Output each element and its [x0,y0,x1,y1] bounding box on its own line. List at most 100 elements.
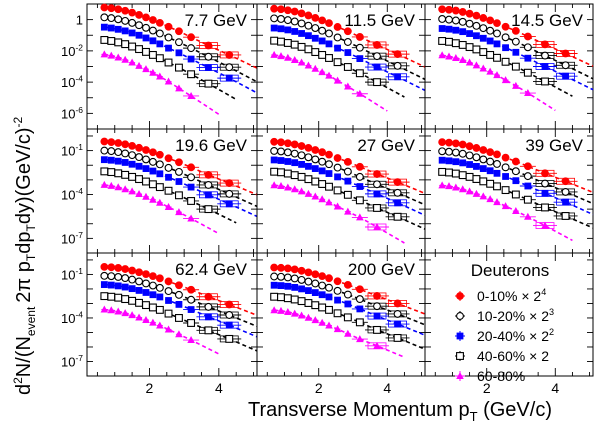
data-point [204,180,213,189]
data-point [472,11,481,20]
data-point [135,190,143,198]
data-point [270,167,279,176]
data-point [541,63,549,70]
series-1 [270,272,426,326]
data-point [493,71,501,79]
data-point [373,312,381,320]
data-point [121,27,129,35]
data-point [501,153,510,162]
series-2 [270,24,426,92]
data-point [204,170,213,179]
data-point [277,272,285,281]
data-point [284,307,292,315]
data-point [164,154,173,163]
panel-energy-label: 11.5 GeV [344,11,415,30]
series-4 [438,181,573,242]
data-point [459,159,467,167]
data-point [445,15,453,24]
data-point [325,71,333,79]
data-point [333,309,342,318]
data-point [298,30,305,37]
data-point [277,282,285,289]
data-point [486,167,494,175]
data-point [187,163,195,172]
data-point [311,165,319,172]
data-point [283,273,292,282]
data-point [277,293,285,302]
data-point [175,281,183,290]
data-point [356,213,364,221]
data-point [155,283,164,292]
data-point [304,144,313,152]
data-point [107,4,116,13]
data-point [142,47,150,56]
data-point [355,196,364,205]
data-point [164,33,173,42]
data-point [107,168,116,177]
data-point [121,140,130,149]
data-point [541,51,549,60]
data-point [486,67,494,75]
data-point [356,183,364,190]
data-point [343,290,352,299]
x-tick-label: 4 [383,380,391,396]
data-point [479,155,488,164]
data-point [524,182,532,190]
data-point [270,50,278,58]
series-0 [270,137,426,195]
data-point [318,167,326,175]
data-point [493,160,501,168]
data-point [107,24,115,32]
legend-marker [456,352,464,360]
data-point [523,162,532,171]
data-point [164,287,173,296]
series-2 [100,23,258,94]
data-point [290,309,299,317]
data-point [284,183,292,191]
data-point [297,187,306,195]
data-point [121,295,130,304]
data-point [135,31,143,39]
series-4 [438,51,556,112]
data-point [297,151,306,160]
y-tick-label: 10-4 [61,310,83,326]
data-point [270,24,278,32]
series-2 [100,281,258,338]
data-point [283,39,292,47]
data-point [149,16,157,24]
data-point [128,141,137,150]
data-point [297,9,306,18]
data-point [356,89,364,97]
data-point [318,195,326,203]
data-point [270,263,279,272]
data-point [393,309,402,318]
data-point [541,189,549,197]
data-point [128,172,137,181]
data-point [493,53,501,62]
data-point [291,159,299,167]
data-point [438,147,447,156]
data-point [325,160,333,169]
data-point [373,63,381,71]
data-point [465,43,474,52]
data-point [128,18,137,27]
data-point [121,265,130,273]
data-point [479,146,488,154]
data-point [107,263,116,272]
data-point [277,15,285,23]
data-point [225,300,234,309]
legend: Deuterons 0-10% × 24 10-20% × 23 20-40% × 2… [455,261,554,384]
series-3 [270,36,405,98]
data-point [479,192,488,200]
data-point [311,24,320,32]
data-point [466,30,473,37]
data-point [438,15,447,23]
data-point [458,185,467,193]
data-point [473,32,480,40]
data-point [493,150,501,159]
data-point [373,52,381,61]
data-point [325,29,333,38]
data-point [135,61,143,69]
data-point [304,21,313,30]
